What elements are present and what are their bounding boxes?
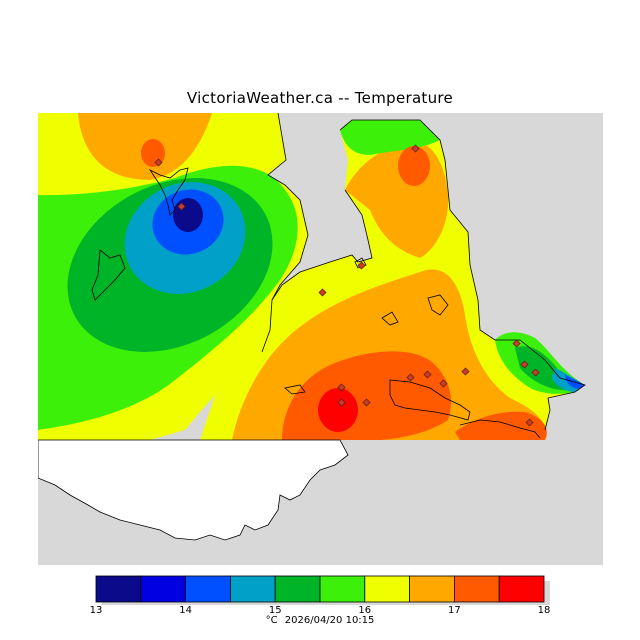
station-marker	[531, 368, 540, 377]
legend-tick-label: 13	[90, 605, 103, 616]
station-marker	[154, 158, 163, 167]
legend-swatch	[185, 575, 231, 603]
legend-swatch	[409, 575, 455, 603]
station-marker	[337, 398, 346, 407]
coastlines	[91, 113, 586, 439]
legend-swatch	[229, 575, 276, 603]
contour-hotspot-saanich	[398, 146, 430, 186]
legend-tick-label: 18	[538, 605, 551, 616]
timestamp: 2026/04/20 10:15	[284, 615, 375, 626]
legend-tick-label: 17	[448, 605, 461, 616]
station-marker	[512, 339, 521, 348]
station-marker	[525, 418, 534, 427]
contour-redorange-east	[455, 411, 547, 440]
contour-hotspot-victoria	[318, 388, 358, 432]
station-marker	[461, 367, 470, 376]
legend-tick-label: 14	[179, 605, 192, 616]
legend-swatch	[319, 575, 366, 603]
legend-swatch	[453, 575, 500, 603]
legend-swatch	[95, 575, 142, 603]
station-marker	[423, 370, 432, 379]
station-marker	[411, 144, 420, 153]
legend-tick-label: 15	[269, 605, 282, 616]
station-marker	[362, 398, 371, 407]
legend-swatch	[364, 575, 410, 603]
temperature-contours	[38, 113, 585, 440]
station-marker	[357, 261, 366, 270]
station-marker	[337, 383, 346, 392]
unmapped-land-south	[38, 439, 349, 541]
map-title: VictoriaWeather.ca -- Temperature	[186, 89, 454, 107]
station-marker	[520, 360, 529, 369]
legend-swatches	[95, 575, 545, 603]
station-marker	[177, 202, 186, 211]
legend-ticks: 13 14 15 16 17 18	[90, 605, 551, 616]
legend-unit: °C	[265, 615, 278, 626]
station-markers	[154, 144, 540, 427]
station-marker	[439, 379, 448, 388]
legend-swatch	[274, 575, 321, 603]
station-marker	[406, 373, 415, 382]
legend-swatch	[498, 575, 545, 603]
legend-swatch	[140, 575, 187, 603]
station-marker	[318, 288, 327, 297]
legend-caption: °C 2026/04/20 10:15	[0, 615, 640, 626]
legend-tick-label: 16	[358, 605, 371, 616]
